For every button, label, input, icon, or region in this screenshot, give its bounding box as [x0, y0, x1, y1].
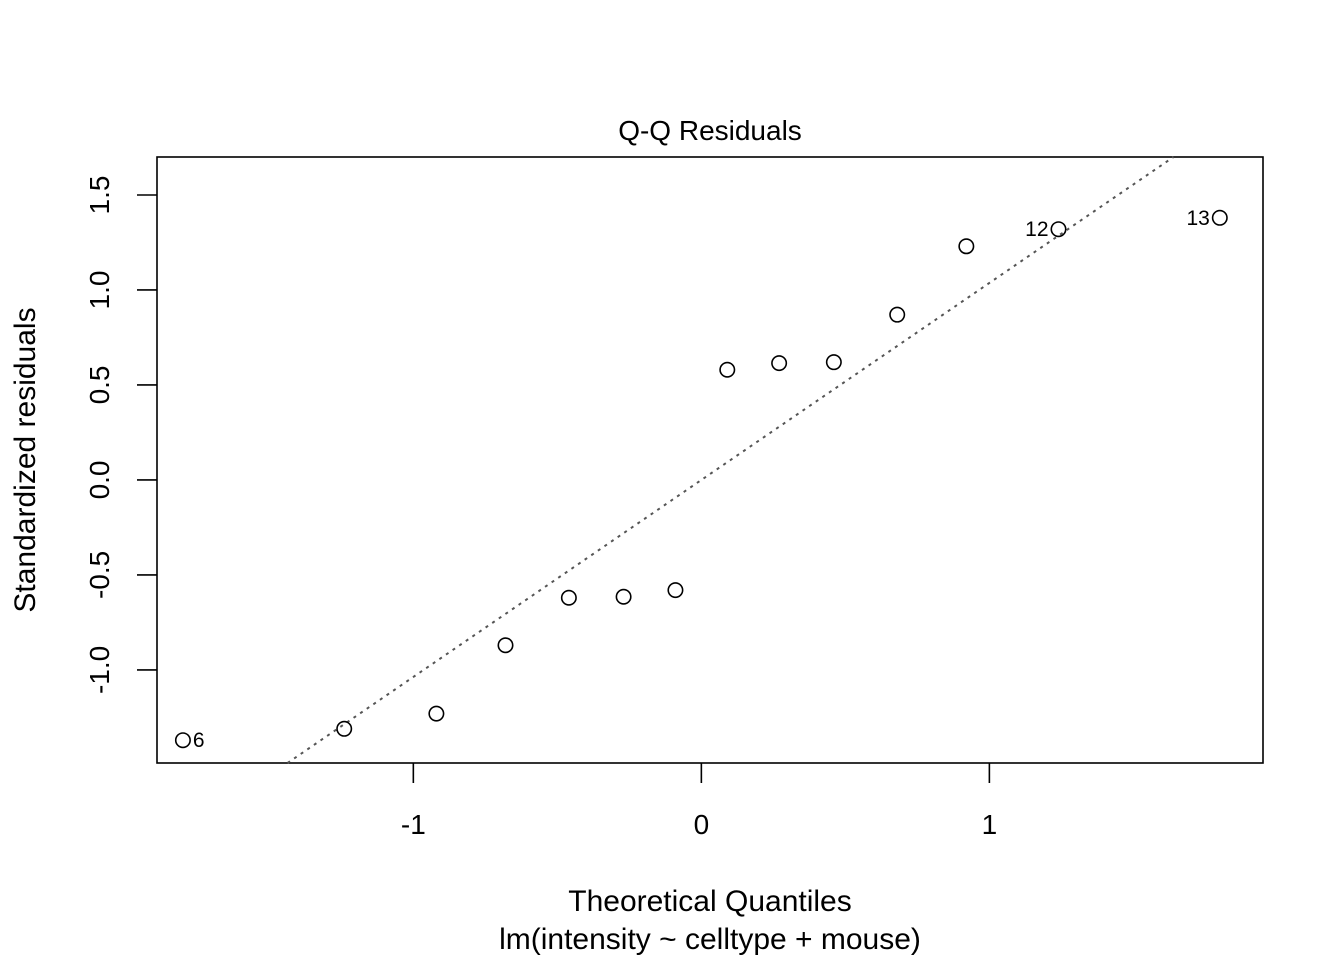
reference-line-group: [286, 156, 1175, 764]
y-tick-label: -1.0: [84, 646, 115, 694]
data-point: [615, 588, 632, 605]
x-axis: -1 0 1: [401, 763, 997, 840]
y-tick-label: 1.0: [84, 271, 115, 310]
data-point: [174, 732, 191, 749]
data-point: [1050, 221, 1067, 238]
y-axis-label: Standardized residuals: [9, 307, 42, 612]
x-axis-label: Theoretical Quantiles: [568, 885, 851, 918]
data-point: [497, 637, 514, 654]
data-point: [771, 355, 788, 372]
plot-frame: [156, 156, 1264, 764]
data-point: [428, 705, 445, 722]
x-tick-label: 0: [694, 809, 710, 840]
data-point: [825, 354, 842, 371]
point-label: 6: [193, 729, 205, 752]
data-point: [336, 720, 353, 737]
data-point: [889, 306, 906, 323]
data-point: [560, 589, 577, 606]
x-axis-subtitle: lm(intensity ~ celltype + mouse): [499, 923, 921, 956]
y-tick-label: 0.0: [84, 460, 115, 499]
chart-title: Q-Q Residuals: [618, 115, 802, 146]
data-point: [667, 582, 684, 599]
y-tick-label: 0.5: [84, 365, 115, 404]
x-tick-label: -1: [401, 809, 426, 840]
qq-reference-line: [286, 156, 1175, 764]
data-point: [1211, 209, 1228, 226]
x-tick-label: 1: [982, 809, 998, 840]
data-points: 6 12 13: [174, 207, 1228, 752]
y-axis: -1.0 -0.5 0.0 0.5 1.0 1.5: [84, 176, 157, 694]
y-tick-label: 1.5: [84, 176, 115, 215]
data-point: [958, 238, 975, 255]
data-point: [719, 361, 736, 378]
y-tick-label: -0.5: [84, 551, 115, 599]
point-label: 13: [1186, 207, 1209, 230]
point-label: 12: [1025, 218, 1048, 241]
